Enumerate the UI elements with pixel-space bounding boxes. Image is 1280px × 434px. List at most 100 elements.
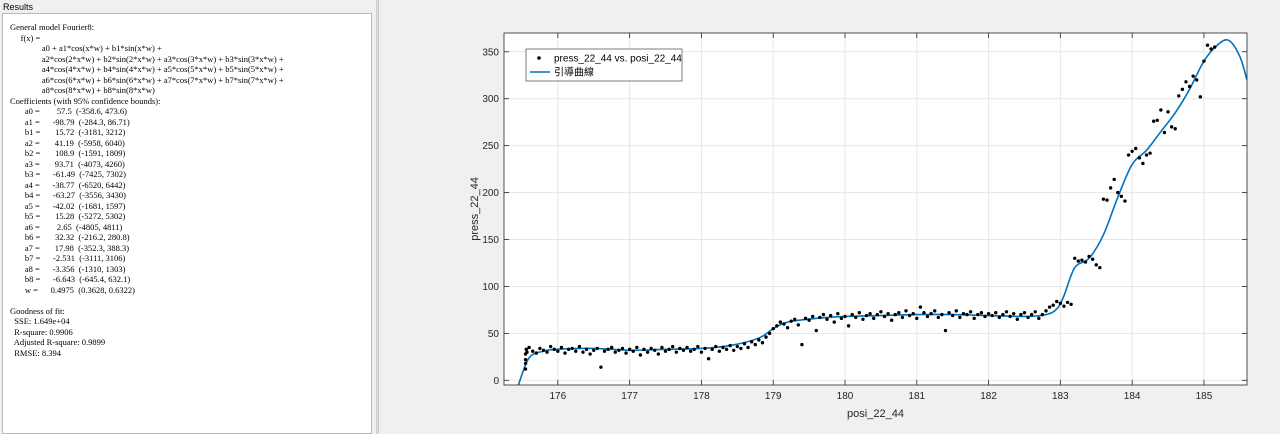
data-point [588,352,592,356]
data-point [793,317,797,321]
data-point [1033,310,1037,314]
data-point [997,315,1002,320]
data-point [1055,299,1059,304]
data-point [527,345,531,350]
data-point [954,309,958,313]
data-point [1155,118,1159,122]
data-point [685,345,689,350]
data-point [1001,312,1005,317]
data-point [656,352,661,356]
y-tick-label: 350 [482,47,499,58]
data-point [663,349,668,353]
data-point [1087,254,1091,259]
legend-label-fit: 引導曲線 [554,66,594,79]
data-point [717,349,722,353]
data-point [563,351,567,355]
data-point [961,311,966,316]
data-point [875,312,879,317]
data-point [524,347,528,352]
data-point [613,350,617,354]
data-point [925,314,930,319]
data-point [1180,87,1185,92]
data-point [678,346,682,351]
x-tick-label: 181 [908,391,925,402]
results-panel: Results General model Fourier8: f(x) = a… [0,0,375,434]
data-point [1040,312,1045,317]
data-point [674,350,678,354]
x-tick-label: 182 [980,391,997,402]
data-point [1011,311,1016,316]
data-point [933,309,937,313]
data-point [857,311,862,315]
data-point [1205,43,1210,47]
data-point [581,350,585,354]
data-point [936,315,941,320]
data-point [552,347,556,352]
data-point [538,346,542,351]
data-point [1105,198,1109,202]
data-point [545,350,549,354]
data-point [1134,146,1138,151]
results-text-box[interactable]: General model Fourier8: f(x) = a0 + a1*c… [2,13,372,434]
data-point [1202,59,1206,63]
data-point [843,314,847,319]
data-point [606,347,610,352]
data-point [627,347,632,352]
data-point [922,311,926,315]
data-point [940,312,944,317]
data-point [1144,153,1149,157]
data-point [703,346,707,351]
data-point [592,348,596,352]
data-point [1090,257,1095,261]
data-point [1037,316,1041,321]
data-point [882,314,887,319]
data-point [688,349,693,353]
legend-marker-points [537,56,541,60]
data-point [1191,74,1195,78]
data-point [1004,310,1009,314]
data-point [1130,149,1134,153]
x-tick-label: 178 [693,391,710,402]
data-point [764,335,768,339]
data-point [1098,265,1102,270]
data-point [671,344,675,349]
data-point [929,311,933,316]
data-point [1101,197,1106,201]
data-point [800,342,804,347]
y-tick-label: 0 [493,376,499,387]
data-point [1137,156,1142,160]
data-point [574,349,578,353]
data-point [1069,302,1073,306]
data-point [624,351,628,355]
x-tick-label: 185 [1196,391,1213,402]
data-point [1112,177,1116,182]
data-point [947,311,951,315]
data-point [559,345,564,350]
data-point [818,315,822,320]
data-point [541,348,546,352]
data-point [534,351,539,355]
data-point [979,311,984,315]
data-point [846,324,851,328]
legend-label-points: press_22_44 vs. posi_22_44 [554,54,682,65]
data-point [958,315,962,320]
data-point [732,348,736,352]
data-point [710,347,714,352]
y-tick-label: 300 [482,94,499,105]
data-point [1062,304,1066,308]
data-point [782,322,786,326]
x-tick-label: 180 [837,391,854,402]
scatter-fit-chart[interactable]: 176 177 178 179 180 181 182 183 184 185 0 50 100 150 2… [380,0,1280,434]
data-point [900,315,905,320]
data-point [577,344,582,349]
data-point [796,323,801,327]
data-point [635,345,639,350]
data-point [1026,315,1030,320]
data-point [907,313,912,318]
data-point [1019,312,1023,317]
data-point [832,320,836,324]
data-point [1080,258,1084,262]
data-point [1022,311,1027,315]
panel-splitter[interactable] [376,0,379,434]
x-axis-label: posi_22_44 [847,408,904,420]
